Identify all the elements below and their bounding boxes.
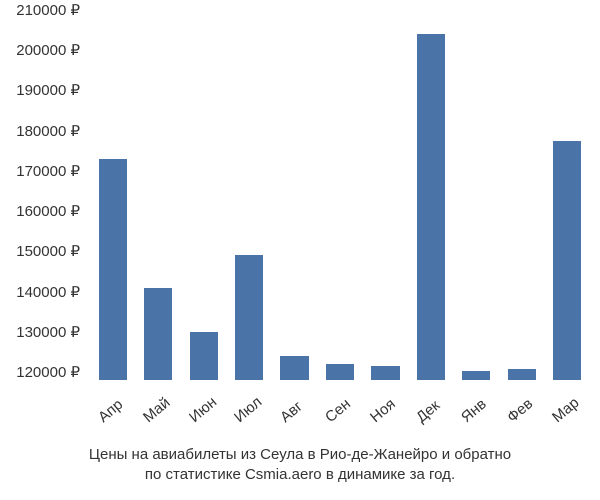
x-tick-label: Фев bbox=[504, 395, 536, 426]
x-tick-label: Июл bbox=[231, 393, 265, 426]
x-tick-label: Авг bbox=[277, 398, 306, 426]
bar bbox=[553, 141, 581, 380]
y-tick-label: 160000 ₽ bbox=[16, 202, 80, 220]
y-tick-label: 210000 ₽ bbox=[16, 1, 80, 19]
x-tick-label: Сен bbox=[322, 395, 354, 426]
x-tick-label: Май bbox=[140, 394, 173, 426]
x-axis: Апр Май Июн Июл Авг Сен Ноя Дек Янв Фев Мар bbox=[90, 385, 590, 435]
caption-line-2: по статистике Csmia.aero в динамике за г… bbox=[0, 465, 600, 485]
bar bbox=[144, 288, 172, 381]
y-tick-label: 130000 ₽ bbox=[16, 323, 80, 341]
y-tick-label: 170000 ₽ bbox=[16, 162, 80, 180]
x-tick-label: Апр bbox=[95, 396, 126, 426]
x-tick-label: Июн bbox=[186, 394, 220, 427]
chart-caption: Цены на авиабилеты из Сеула в Рио-де-Жан… bbox=[0, 445, 600, 486]
bar bbox=[326, 364, 354, 380]
x-tick-label: Дек bbox=[413, 397, 443, 426]
bar bbox=[508, 369, 536, 380]
y-tick-label: 190000 ₽ bbox=[16, 81, 80, 99]
bar bbox=[280, 356, 308, 380]
bar bbox=[371, 366, 399, 380]
x-tick-label: Янв bbox=[458, 396, 490, 426]
bar bbox=[235, 255, 263, 380]
y-tick-label: 120000 ₽ bbox=[16, 363, 80, 381]
x-tick-label: Мар bbox=[549, 394, 582, 426]
y-tick-label: 150000 ₽ bbox=[16, 242, 80, 260]
caption-line-1: Цены на авиабилеты из Сеула в Рио-де-Жан… bbox=[0, 445, 600, 465]
bar bbox=[462, 371, 490, 380]
bar bbox=[99, 159, 127, 380]
x-tick-label: Ноя bbox=[367, 395, 399, 426]
y-tick-label: 200000 ₽ bbox=[16, 41, 80, 59]
y-tick-label: 140000 ₽ bbox=[16, 283, 80, 301]
plot-area bbox=[90, 10, 590, 380]
y-tick-label: 180000 ₽ bbox=[16, 122, 80, 140]
y-axis: 120000 ₽ 130000 ₽ 140000 ₽ 150000 ₽ 160000 ₽… bbox=[0, 10, 85, 380]
bar bbox=[190, 332, 218, 380]
bar bbox=[417, 34, 445, 380]
